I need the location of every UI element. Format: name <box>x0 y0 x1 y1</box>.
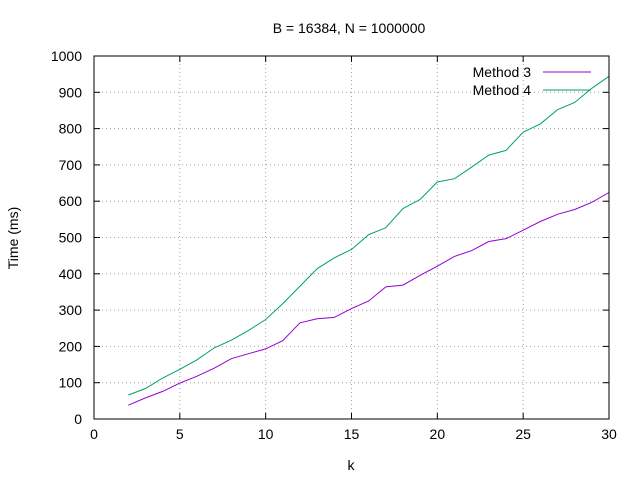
series-lines <box>128 75 610 406</box>
y-tick-label: 500 <box>59 230 83 246</box>
y-tick-label: 900 <box>59 84 83 100</box>
grid <box>94 56 609 419</box>
x-tick-label: 15 <box>344 426 360 442</box>
legend-label-method-4: Method 4 <box>473 82 532 98</box>
x-tick-label: 20 <box>430 426 446 442</box>
y-tick-label: 300 <box>59 302 83 318</box>
plot-frame <box>93 55 610 420</box>
chart-title: B = 16384, N = 1000000 <box>273 20 426 36</box>
series-line-method-3 <box>128 192 610 406</box>
x-tick-label: 5 <box>176 426 184 442</box>
y-tick-label: 1000 <box>51 48 82 64</box>
x-tick-label: 30 <box>601 426 617 442</box>
x-tick-label: 10 <box>258 426 274 442</box>
legend-label-method-3: Method 3 <box>473 64 532 80</box>
y-tick-label: 800 <box>59 121 83 137</box>
axis-ticks: 0 5 10 15 20 25 300100200300400500600700800900… <box>51 48 617 442</box>
legend: Method 3 Method 4 <box>473 64 591 98</box>
y-tick-label: 400 <box>59 266 83 282</box>
y-tick-label: 100 <box>59 375 83 391</box>
y-tick-label: 600 <box>59 193 83 209</box>
x-tick-label: 0 <box>90 426 98 442</box>
x-axis-label: k <box>348 457 356 473</box>
y-tick-label: 0 <box>74 411 82 427</box>
y-tick-label: 700 <box>59 157 83 173</box>
y-tick-label: 200 <box>59 338 83 354</box>
y-axis-label: Time (ms) <box>5 207 21 269</box>
series-line-method-4 <box>128 75 610 396</box>
x-tick-label: 25 <box>515 426 531 442</box>
